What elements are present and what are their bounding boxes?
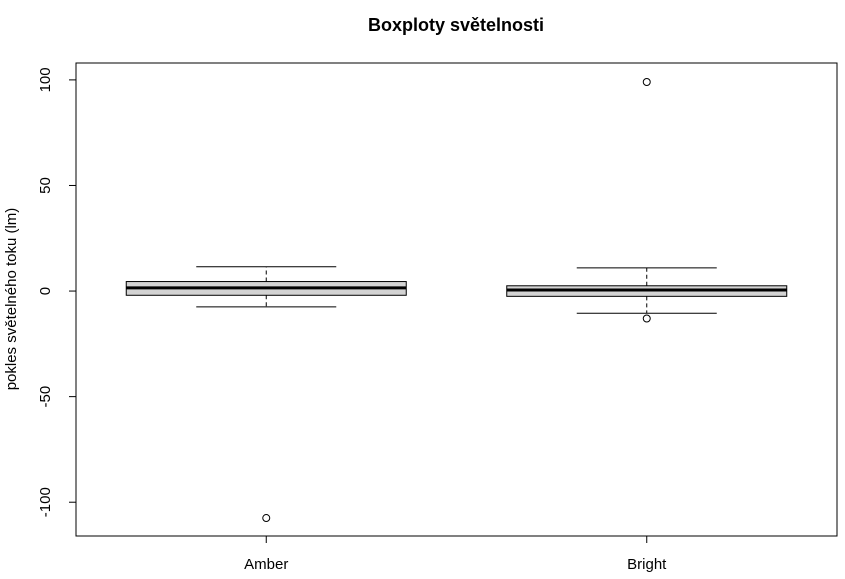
y-tick-label: -50 — [37, 386, 54, 408]
boxes-group — [125, 78, 788, 523]
plot-frame — [75, 62, 838, 537]
box-amber — [125, 266, 407, 523]
y-tick-label: 100 — [37, 67, 54, 92]
y-tick-label: 0 — [37, 287, 54, 295]
y-tick-label: -100 — [37, 487, 54, 517]
x-tick-label: Bright — [627, 556, 667, 573]
x-axis: Amber Bright — [244, 535, 667, 573]
x-tick-label: Amber — [244, 556, 288, 573]
box-bright — [506, 78, 788, 323]
y-axis: -100 -50 0 50 100 — [37, 67, 77, 517]
outlier-point — [262, 514, 271, 523]
outlier-point — [642, 314, 651, 323]
y-tick-label: 50 — [37, 177, 54, 194]
y-axis-label: pokles světelného toku (lm) — [3, 208, 20, 391]
chart-title: Boxploty světelnosti — [368, 15, 544, 35]
outlier-point — [642, 78, 651, 87]
